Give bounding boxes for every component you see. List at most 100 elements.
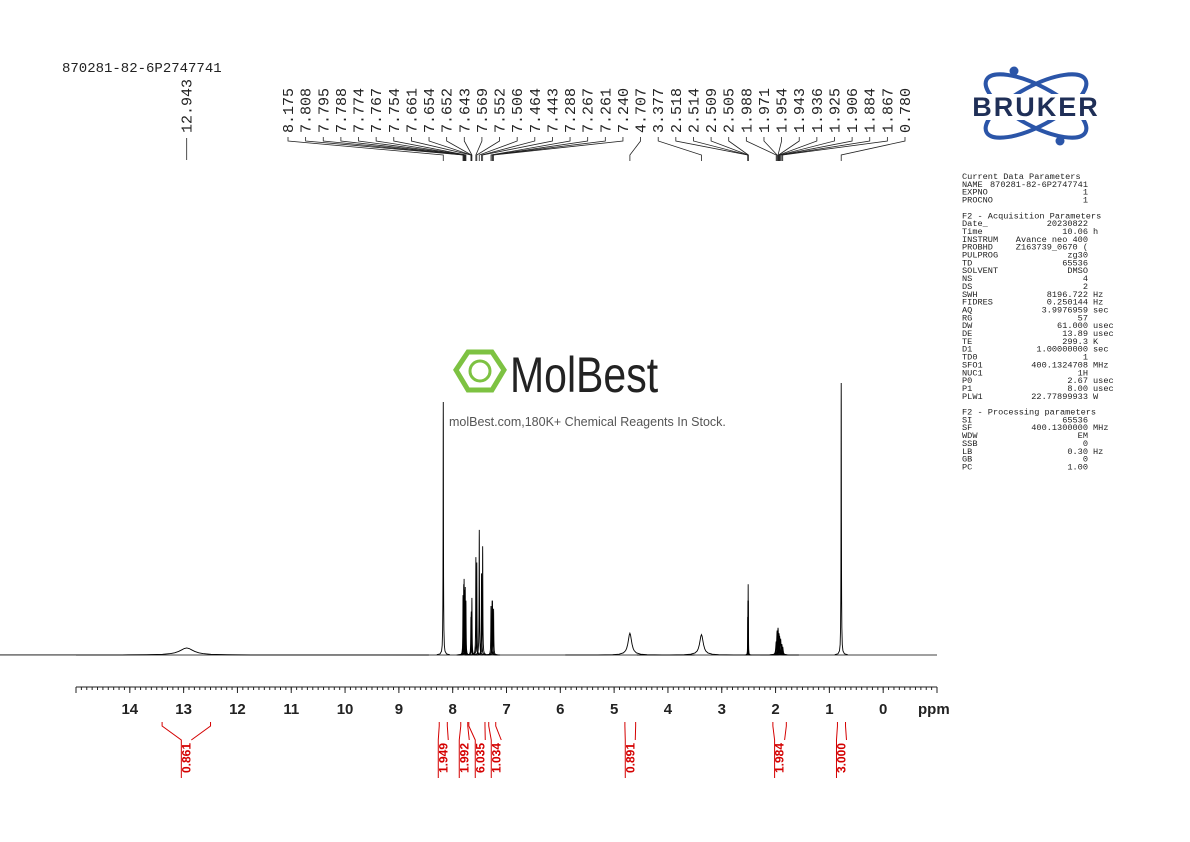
peak-leader	[475, 137, 483, 161]
param-key: PROCNO	[962, 196, 993, 206]
param-unit: Hz	[1093, 447, 1103, 457]
integral-label: 1.992	[457, 743, 471, 773]
param-value: 1	[1083, 196, 1088, 206]
param-key: Time	[962, 227, 983, 237]
peak-leader	[340, 137, 465, 161]
peak	[476, 546, 490, 656]
param-section-title: Current Data Parameters	[962, 172, 1081, 182]
peak	[458, 586, 472, 656]
peak	[0, 647, 429, 656]
peak	[766, 646, 799, 656]
peak-label: 7.788	[334, 88, 351, 133]
x-tick-label: 13	[175, 701, 192, 718]
integral-label: 1.984	[773, 743, 787, 773]
param-key: SWH	[962, 290, 977, 300]
x-tick-label: 0	[879, 701, 887, 718]
param-value: 870281-82-6P2747741	[990, 180, 1088, 190]
peak	[763, 635, 796, 656]
peak-leader	[490, 137, 571, 161]
x-axis-label: ppm	[918, 701, 950, 718]
param-value: 0	[1083, 455, 1088, 465]
peak-leader	[482, 137, 553, 161]
param-value: 1.00000000	[1036, 345, 1088, 355]
param-value: 2	[1083, 282, 1088, 292]
param-key: EXPNO	[962, 188, 988, 198]
param-unit: usec	[1093, 321, 1114, 331]
param-value: 10.06	[1062, 227, 1088, 237]
peak-label: 1.906	[845, 88, 862, 133]
peak	[472, 529, 486, 656]
param-key: TD0	[962, 353, 977, 363]
param-value: 13.89	[1062, 329, 1088, 339]
x-tick-label: 5	[610, 701, 618, 718]
param-unit: Hz	[1093, 290, 1103, 300]
param-value: 1	[1083, 188, 1088, 198]
peak-leader	[777, 137, 782, 161]
peak-label: 1.943	[792, 88, 809, 133]
peak-label: 7.240	[616, 88, 633, 133]
param-unit: h	[1093, 227, 1098, 237]
x-tick-label: 8	[449, 701, 457, 718]
param-key: P1	[962, 384, 972, 394]
param-key: TE	[962, 337, 972, 347]
integral-bracket	[624, 722, 637, 778]
x-tick-label: 7	[502, 701, 510, 718]
x-tick-label: 11	[283, 701, 299, 718]
peak	[475, 573, 489, 656]
peak	[760, 630, 794, 656]
peak-label: 7.654	[422, 88, 439, 133]
integral-label: 1.949	[436, 743, 450, 773]
param-value: 0	[1083, 439, 1088, 449]
peak-label: 2.505	[722, 88, 739, 133]
peak-label: 7.552	[493, 88, 510, 133]
peak-leader	[287, 137, 444, 161]
peak	[470, 562, 484, 656]
param-section-title: F2 - Processing parameters	[962, 408, 1096, 418]
peak-leader	[393, 137, 467, 161]
peak	[485, 600, 499, 656]
x-tick-label: 6	[556, 701, 564, 718]
param-value: DMSO	[1067, 266, 1088, 276]
param-key: LB	[962, 447, 972, 457]
param-value: 0.30	[1067, 447, 1088, 457]
peak-leader	[375, 137, 466, 161]
peak-label: 7.464	[528, 88, 545, 133]
peak-leader	[305, 137, 464, 161]
peak-label: 7.443	[545, 88, 562, 133]
watermark: MolBest molBest.com,180K+ Chemical Reage…	[449, 347, 726, 429]
param-unit: sec	[1093, 345, 1108, 355]
peak-leader	[476, 137, 500, 161]
param-value: Z163739_0670 (	[1016, 243, 1088, 253]
peak	[834, 382, 848, 656]
peak-leader	[446, 137, 472, 161]
param-unit: sec	[1093, 305, 1108, 315]
param-value: 400.1300000	[1031, 423, 1088, 433]
peak-leader	[463, 137, 473, 161]
peak	[436, 402, 450, 656]
param-key: Date_	[962, 219, 989, 229]
peak-leader	[493, 137, 624, 161]
param-key: FIDRES	[962, 298, 993, 308]
peak-leader	[629, 137, 641, 161]
param-key: AQ	[962, 305, 972, 315]
param-value: EM	[1078, 431, 1088, 441]
x-tick-label: 1	[825, 701, 833, 718]
param-unit: MHz	[1093, 360, 1108, 370]
peak-label: 1.954	[775, 88, 792, 133]
x-tick-label: 2	[771, 701, 779, 718]
param-value: 1	[1083, 353, 1088, 363]
peak-label: 2.514	[686, 88, 703, 133]
peak	[465, 597, 479, 656]
peak-label: 1.925	[827, 88, 844, 133]
param-key: GB	[962, 455, 972, 465]
integral-label: 0.891	[623, 743, 637, 773]
param-key: WDW	[962, 431, 978, 441]
peak-label: 7.643	[457, 88, 474, 133]
peak-label: 7.652	[440, 88, 457, 133]
x-tick-label: 10	[337, 701, 354, 718]
integral-label: 1.034	[489, 743, 503, 773]
peak	[636, 633, 767, 656]
param-key: DW	[962, 321, 973, 331]
integral-label: 0.861	[179, 743, 193, 773]
